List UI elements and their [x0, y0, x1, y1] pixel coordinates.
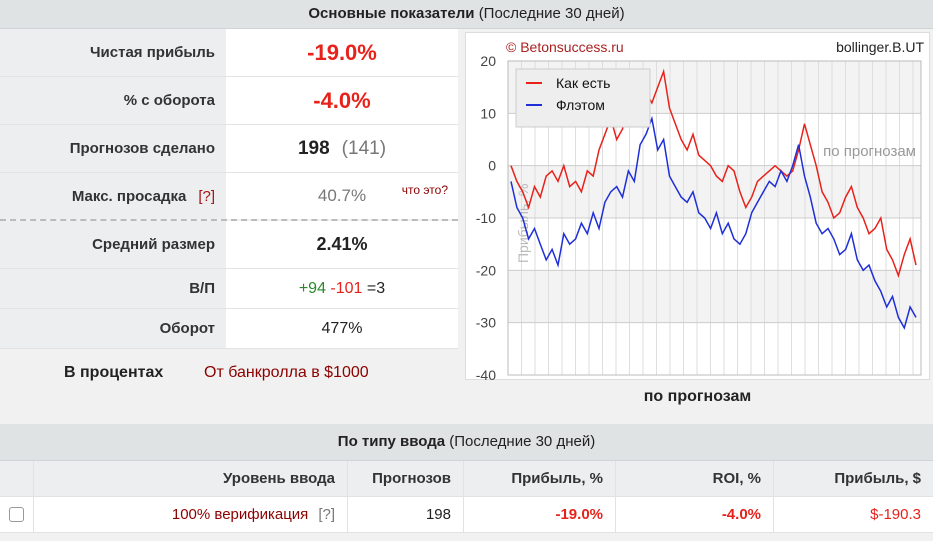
profit-pct-cell: -19.0%: [464, 497, 616, 532]
y-axis-label: Прибыль, %: [515, 184, 531, 263]
legend-label-1: Флэтом: [556, 97, 605, 113]
stat-label: Прогнозов сделано: [0, 125, 226, 172]
max-drawdown-value: 40.7%: [317, 186, 367, 205]
avg-size-value: 2.41%: [316, 234, 368, 254]
col-predictions[interactable]: Прогнозов: [348, 461, 464, 496]
chart-band: [508, 270, 921, 323]
chart-caption: по прогнозам: [643, 388, 752, 405]
entry-type-period: (Последние 30 дней): [449, 433, 596, 450]
main-stats-title: Основные показатели: [308, 5, 475, 22]
stats-table: Чистая прибыль -19.0% % с оборота -4.0% …: [0, 29, 458, 349]
stat-row-turnover-pct: % с оборота -4.0%: [0, 77, 458, 125]
table-row: 100% верификация [?] 198 -19.0% -4.0% $-…: [0, 497, 933, 533]
predictions-secondary: (141): [341, 137, 387, 159]
series-line-1: [510, 115, 917, 330]
chart-plot-frame: [507, 60, 922, 376]
stat-label: Оборот: [0, 309, 226, 348]
stat-row-turnover: Оборот 477%: [0, 309, 458, 349]
y-tick-label: 10: [480, 105, 496, 121]
stat-row-predictions: Прогнозов сделано 198 (141): [0, 125, 458, 173]
percent-mode-label[interactable]: В процентах: [64, 364, 164, 381]
level-value: 100% верификация: [171, 506, 309, 523]
main-stats-header: Основные показатели (Последние 30 дней): [0, 0, 933, 29]
stat-row-win-loss: В/П +94 -101 =3: [0, 269, 458, 309]
roi-cell: -4.0%: [616, 497, 774, 532]
stat-label: Макс. просадка: [71, 187, 187, 205]
percent-mode-row: В процентах От банкролла в $1000: [0, 360, 458, 390]
col-profit-usd[interactable]: Прибыль, $: [834, 470, 921, 487]
stat-label: Средний размер: [0, 221, 226, 268]
what-is-this-link[interactable]: что это?: [401, 183, 448, 197]
chart-user: bollinger.B.UT: [836, 39, 924, 55]
wins-value: +94: [298, 279, 326, 297]
net-profit-value: -19.0%: [307, 39, 377, 65]
stat-label: Чистая прибыль: [0, 29, 226, 76]
y-tick-label: 20: [480, 53, 496, 69]
entry-type-title: По типу ввода: [337, 433, 446, 450]
y-tick-label: -20: [476, 262, 496, 278]
col-roi[interactable]: ROI, %: [616, 461, 774, 496]
draws-value: =3: [366, 279, 386, 297]
main-stats-period: (Последние 30 дней): [478, 5, 625, 22]
stat-label: % с оборота: [0, 77, 226, 124]
stat-row-max-drawdown: Макс. просадка [?] 40.7% что это?: [0, 173, 458, 221]
legend-box: [515, 68, 651, 128]
bankroll-mode-link[interactable]: От банкролла в $1000: [204, 364, 369, 381]
losses-value: -101: [330, 279, 363, 297]
y-tick-label: -40: [476, 367, 496, 381]
turnover-value: 477%: [321, 319, 363, 337]
profit-chart: 20 10 0 -10 -20 -30 -40 Прибыль, % по прогнозам ©…: [465, 32, 930, 381]
stat-row-net-profit: Чистая прибыль -19.0%: [0, 29, 458, 77]
stat-row-avg-size: Средний размер 2.41%: [0, 221, 458, 269]
profit-chart-svg: 20 10 0 -10 -20 -30 -40 Прибыль, % по прогнозам ©…: [476, 39, 925, 381]
col-level[interactable]: Уровень ввода: [34, 461, 348, 496]
level-help-link[interactable]: [?]: [318, 506, 335, 523]
predictions-cell: 198: [348, 497, 464, 532]
entry-type-header: По типу ввода (Последние 30 дней): [0, 424, 933, 461]
y-tick-label: -30: [476, 315, 496, 331]
turnover-pct-value: -4.0%: [313, 87, 371, 113]
table-header-row: Уровень ввода Прогнозов Прибыль, % ROI, …: [0, 461, 933, 497]
stat-label: В/П: [0, 269, 226, 308]
legend-label-0: Как есть: [556, 75, 610, 91]
profit-usd-cell: $-190.3: [870, 506, 921, 523]
series-line-0: [510, 68, 917, 279]
y-tick-label: 0: [488, 158, 496, 174]
row-checkbox[interactable]: [9, 507, 24, 522]
y-tick-label: -10: [476, 210, 496, 226]
col-profit-pct[interactable]: Прибыль, %: [464, 461, 616, 496]
x-axis-label: по прогнозам: [823, 143, 916, 160]
entry-type-table: Уровень ввода Прогнозов Прибыль, % ROI, …: [0, 461, 933, 533]
drawdown-help-link[interactable]: [?]: [198, 187, 215, 205]
predictions-value: 198: [297, 137, 330, 159]
chart-watermark: © Betonsuccess.ru: [506, 39, 624, 55]
